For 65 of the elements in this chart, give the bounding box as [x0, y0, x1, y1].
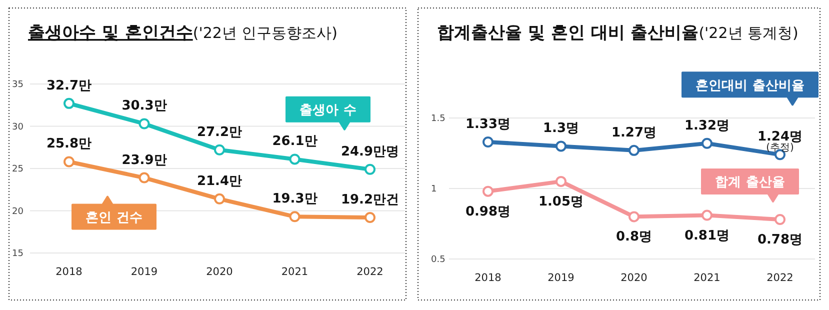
point	[702, 138, 712, 149]
data-label: 0.8명	[616, 230, 652, 245]
x-tick-label: 2022	[356, 266, 384, 278]
x-tick-label: 2020	[206, 266, 233, 278]
x-tick-label: 2018	[56, 266, 82, 278]
point	[482, 136, 494, 148]
y-tick-label: 15	[12, 249, 24, 260]
point	[556, 176, 566, 187]
data-label: 26.1만	[272, 134, 318, 150]
x-tick-label: 2021	[694, 272, 720, 284]
point	[628, 211, 640, 222]
point	[64, 98, 74, 109]
data-label: 23.9만	[122, 152, 167, 168]
point	[214, 193, 225, 204]
data-label: 1.05명	[538, 194, 584, 210]
point	[64, 156, 74, 168]
data-label: 1.33명	[465, 116, 511, 132]
chart-title: 출생아수 및 혼인건수	[28, 23, 193, 43]
x-tick-label: 2018	[474, 272, 502, 284]
x-tick-label: 2021	[281, 266, 308, 278]
chart-title: 합계출산율 및 혼인 대비 출산비율	[437, 23, 699, 43]
x-tick-label: 2022	[766, 272, 794, 284]
y-tick-label: 1	[431, 184, 437, 195]
data-label: 1.32명	[684, 118, 730, 134]
data-label: 1.27명	[611, 125, 657, 140]
chart-subtitle: ('22년 인구동향조사)	[192, 24, 338, 42]
x-tick-label: 2020	[620, 272, 648, 284]
data-label: 19.3만	[272, 192, 318, 207]
chart-subtitle: ('22년 통계청)	[698, 24, 798, 42]
y-tick-label: 0.5	[431, 255, 446, 266]
y-tick-label: 25	[12, 164, 24, 175]
data-label: 0.81명	[684, 228, 730, 244]
text: 혼인대비 출산비율	[696, 78, 804, 94]
point	[214, 144, 225, 156]
point	[138, 118, 150, 130]
point	[702, 210, 712, 221]
y-tick-label: 30	[12, 122, 24, 132]
y-tick-label: 35	[12, 80, 24, 90]
data-label: 27.2만	[196, 124, 242, 140]
data-label: 25.8만	[46, 136, 92, 152]
point	[289, 154, 300, 165]
x-tick-label: 2019	[548, 272, 574, 284]
point	[364, 212, 376, 224]
annotation: (추정)	[766, 142, 794, 154]
point	[556, 140, 566, 152]
data-label: 0.78명	[757, 232, 803, 248]
data-label: 30.3만	[122, 98, 167, 114]
x-tick-label: 2019	[130, 266, 158, 278]
data-label: 19.2만건	[340, 192, 400, 208]
point	[364, 164, 376, 175]
data-label: 21.4만	[196, 174, 242, 189]
series-label: 합계 출산율	[715, 175, 785, 190]
data-label: 24.9만명	[340, 144, 400, 160]
data-label: 32.7만	[46, 78, 92, 94]
data-label: 1.3명	[542, 121, 580, 136]
point	[482, 186, 494, 197]
data-label: 0.98명	[465, 204, 511, 220]
text: 출생아 수	[300, 103, 356, 118]
point	[138, 172, 150, 184]
text: 혼인 건수	[86, 210, 142, 226]
point	[774, 214, 786, 226]
point	[289, 211, 300, 222]
point	[628, 144, 640, 156]
y-tick-label: 1.5	[431, 114, 446, 124]
y-tick-label: 20	[12, 206, 24, 217]
